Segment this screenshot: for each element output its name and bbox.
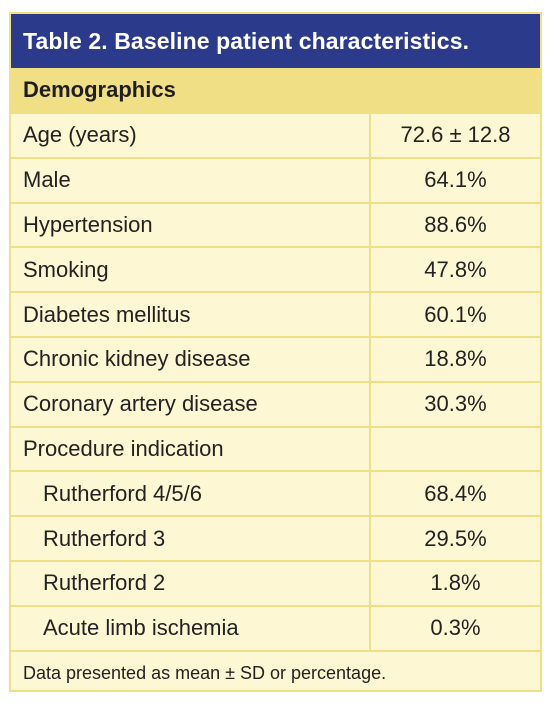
section-header-demographics: Demographics [11, 68, 540, 112]
table-row-ckd: Chronic kidney disease 18.8% [11, 335, 540, 381]
row-label: Diabetes mellitus [11, 293, 371, 336]
row-value: 18.8% [424, 346, 487, 372]
row-value: 0.3% [430, 615, 481, 641]
row-label: Chronic kidney disease [11, 337, 371, 381]
row-label: Male [11, 158, 371, 202]
table-row-age: Age (years) 72.6 ± 12.8 [11, 112, 540, 157]
row-label: Coronary artery disease [11, 382, 371, 426]
row-value: 29.5% [424, 525, 487, 551]
row-label: Procedure indication [11, 427, 371, 471]
table-row-rutherford-2: Rutherford 2 1.8% [11, 559, 540, 605]
table-row-cad: Coronary artery disease 30.3% [11, 380, 540, 426]
row-label: Acute limb ischemia [11, 606, 371, 650]
row-label: Age (years) [11, 114, 371, 157]
row-value: 47.8% [424, 256, 487, 282]
table-row-diabetes: Diabetes mellitus 60.1% [11, 291, 540, 336]
row-value: 68.4% [424, 480, 487, 506]
table-row-acute-limb-ischemia: Acute limb ischemia 0.3% [11, 604, 540, 650]
row-label: Rutherford 3 [11, 517, 371, 560]
row-value: 72.6 ± 12.8 [400, 122, 511, 148]
baseline-characteristics-table: Table 2. Baseline patient characteristic… [9, 12, 542, 692]
table-row-rutherford-3: Rutherford 3 29.5% [11, 515, 540, 560]
section-header-label: Demographics [23, 77, 176, 102]
row-value: 1.8% [430, 570, 481, 596]
row-label: Smoking [11, 248, 371, 292]
row-value [371, 428, 540, 471]
table-row-procedure-indication: Procedure indication [11, 425, 540, 471]
row-value: 30.3% [424, 391, 487, 417]
row-value: 60.1% [424, 301, 487, 327]
table-title: Table 2. Baseline patient characteristic… [23, 27, 470, 54]
row-label: Rutherford 2 [11, 561, 371, 605]
table-title-bar: Table 2. Baseline patient characteristic… [11, 14, 540, 68]
table-footnote: Data presented as mean ± SD or percentag… [11, 649, 540, 696]
row-label: Rutherford 4/5/6 [11, 472, 371, 516]
row-label: Hypertension [11, 203, 371, 247]
table-row-rutherford-456: Rutherford 4/5/6 68.4% [11, 470, 540, 516]
table-row-smoking: Smoking 47.8% [11, 246, 540, 292]
row-value: 88.6% [424, 211, 487, 237]
table-row-hypertension: Hypertension 88.6% [11, 201, 540, 247]
table-row-male: Male 64.1% [11, 156, 540, 202]
row-value: 64.1% [424, 167, 487, 193]
